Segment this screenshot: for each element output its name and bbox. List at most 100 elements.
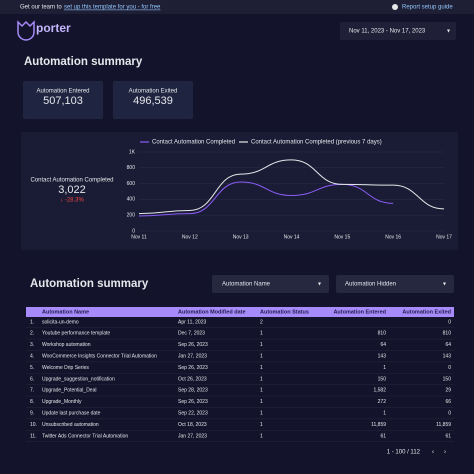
table-cell: 4.: [30, 354, 34, 360]
table-cell: 1: [260, 331, 263, 337]
table-cell: 8.: [30, 399, 34, 405]
table-cell: 5.: [30, 365, 34, 371]
table-cell: Jan 27, 2023: [178, 433, 207, 439]
kpi-label: Automation Entered: [36, 89, 89, 95]
column-header: Automation Entered: [333, 309, 386, 315]
table-cell: 1: [260, 388, 263, 394]
table-cell: 810: [443, 331, 452, 337]
x-tick-label: Nov 15: [334, 234, 350, 240]
table-cell: 66: [445, 399, 451, 405]
logo: porter: [36, 21, 71, 35]
y-tick-label: 600: [127, 181, 136, 187]
section-title: Automation summary: [30, 278, 149, 290]
column-header: Automation Exited: [402, 309, 451, 315]
table-cell: Sep 22, 2023: [178, 411, 208, 417]
table-cell: 0: [448, 411, 451, 417]
x-tick-label: Nov 12: [182, 234, 198, 240]
page-next[interactable]: ›: [444, 450, 446, 456]
x-tick-label: Nov 11: [131, 234, 147, 240]
kpi-card: [113, 81, 193, 119]
x-tick-label: Nov 17: [436, 234, 452, 240]
table-cell: 11,859: [436, 422, 451, 428]
table-cell: 1: [260, 411, 263, 417]
table-cell: 150: [443, 376, 452, 382]
date-range: Nov 11, 2023 - Nov 17, 2023: [349, 29, 426, 35]
table-cell: Sep 26, 2023: [178, 399, 208, 405]
legend-label: Contact Automation Completed: [152, 140, 235, 146]
table-cell: 10.: [30, 422, 37, 428]
y-tick-label: 0: [132, 228, 135, 234]
filter-label: Automation Hidden: [345, 282, 396, 288]
table-cell: 143: [378, 354, 387, 360]
table-header: [26, 307, 454, 317]
kpi-value: 496,539: [133, 95, 173, 107]
table-cell: Dec 7, 2023: [178, 331, 205, 337]
filter-label: Automation Name: [222, 282, 271, 288]
table-cell: 272: [378, 399, 387, 405]
table-cell: 11,859: [371, 422, 386, 428]
table-cell: Oct 18, 2023: [178, 422, 207, 428]
table-cell: 11.: [30, 433, 37, 439]
banner-link[interactable]: set up this template for you - for free: [64, 5, 161, 11]
filter-dropdown[interactable]: [336, 275, 454, 293]
table-cell: Apr 11, 2023: [178, 319, 206, 325]
table-cell: 1: [260, 354, 263, 360]
guide-icon: [392, 4, 398, 10]
table-cell: Update last purchase date: [42, 411, 101, 417]
score-value: 3,022: [58, 184, 86, 196]
filter-dropdown[interactable]: [212, 275, 329, 293]
y-tick-label: 800: [127, 165, 136, 171]
y-tick-label: 400: [127, 197, 136, 203]
table-cell: 2.: [30, 331, 34, 337]
kpi-value: 507,103: [43, 95, 83, 107]
y-tick-label: 200: [127, 213, 136, 219]
table-cell: 6.: [30, 376, 34, 382]
table-cell: 1: [260, 342, 263, 348]
page-prev[interactable]: ‹: [432, 450, 434, 456]
table-cell: solicita-un-demo: [42, 319, 79, 325]
table-cell: 61: [445, 433, 451, 439]
table-cell: Unsubscribed automation: [42, 422, 99, 428]
y-tick-label: 1K: [129, 149, 136, 155]
logo-icon: [17, 20, 35, 41]
table-cell: 1,582: [373, 388, 386, 394]
column-header: Automation Name: [42, 309, 89, 315]
table-cell: 1: [383, 411, 386, 417]
table-cell: Sep 28, 2023: [178, 388, 208, 394]
table-cell: 1: [260, 422, 263, 428]
table-cell: 7.: [30, 388, 34, 394]
guide-link[interactable]: Report setup guide: [402, 5, 453, 11]
table-cell: 143: [443, 354, 452, 360]
table-cell: Twitter Ads Connector Trial Automation: [42, 433, 128, 439]
table-cell: 810: [378, 331, 387, 337]
caret: ▾: [443, 282, 446, 288]
table-cell: Upgrade_Monthly: [42, 399, 82, 405]
date-picker[interactable]: [340, 22, 456, 40]
table-cell: 1.: [30, 319, 34, 325]
table-cell: Upgrade_Potential_Deal: [42, 388, 96, 394]
caret: ▾: [447, 29, 450, 35]
banner: [0, 0, 474, 14]
table-cell: 9.: [30, 411, 34, 417]
table-cell: 1: [260, 399, 263, 405]
caret: ▾: [318, 282, 321, 288]
table-cell: Sep 26, 2023: [178, 342, 208, 348]
table-cell: Youtube performance template: [42, 331, 110, 337]
banner-text: Get our team to: [20, 5, 62, 11]
table-cell: 1: [383, 365, 386, 371]
table-cell: Workshop automation: [42, 342, 91, 348]
line-chart: 0 200 400 600 800 1K Nov 11 Nov 12 Nov 13 Nov 14 N…: [127, 140, 452, 241]
x-tick-label: Nov 16: [385, 234, 401, 240]
table-cell: 0: [448, 365, 451, 371]
chart-panel: [21, 132, 458, 250]
pagination: 1 - 100 / 112: [387, 450, 421, 456]
table: Automation Name Automation Modified date A…: [26, 309, 454, 442]
score-label: Contact Automation Completed: [30, 178, 113, 184]
legend-label: Contact Automation Completed (previous 7…: [251, 140, 382, 146]
table-cell: 150: [378, 376, 387, 382]
table-cell: 0: [448, 319, 451, 325]
table-cell: 64: [380, 342, 386, 348]
series-line: [138, 181, 394, 217]
table-cell: WooCommerce Insights Connector Trial Aut…: [42, 354, 157, 360]
